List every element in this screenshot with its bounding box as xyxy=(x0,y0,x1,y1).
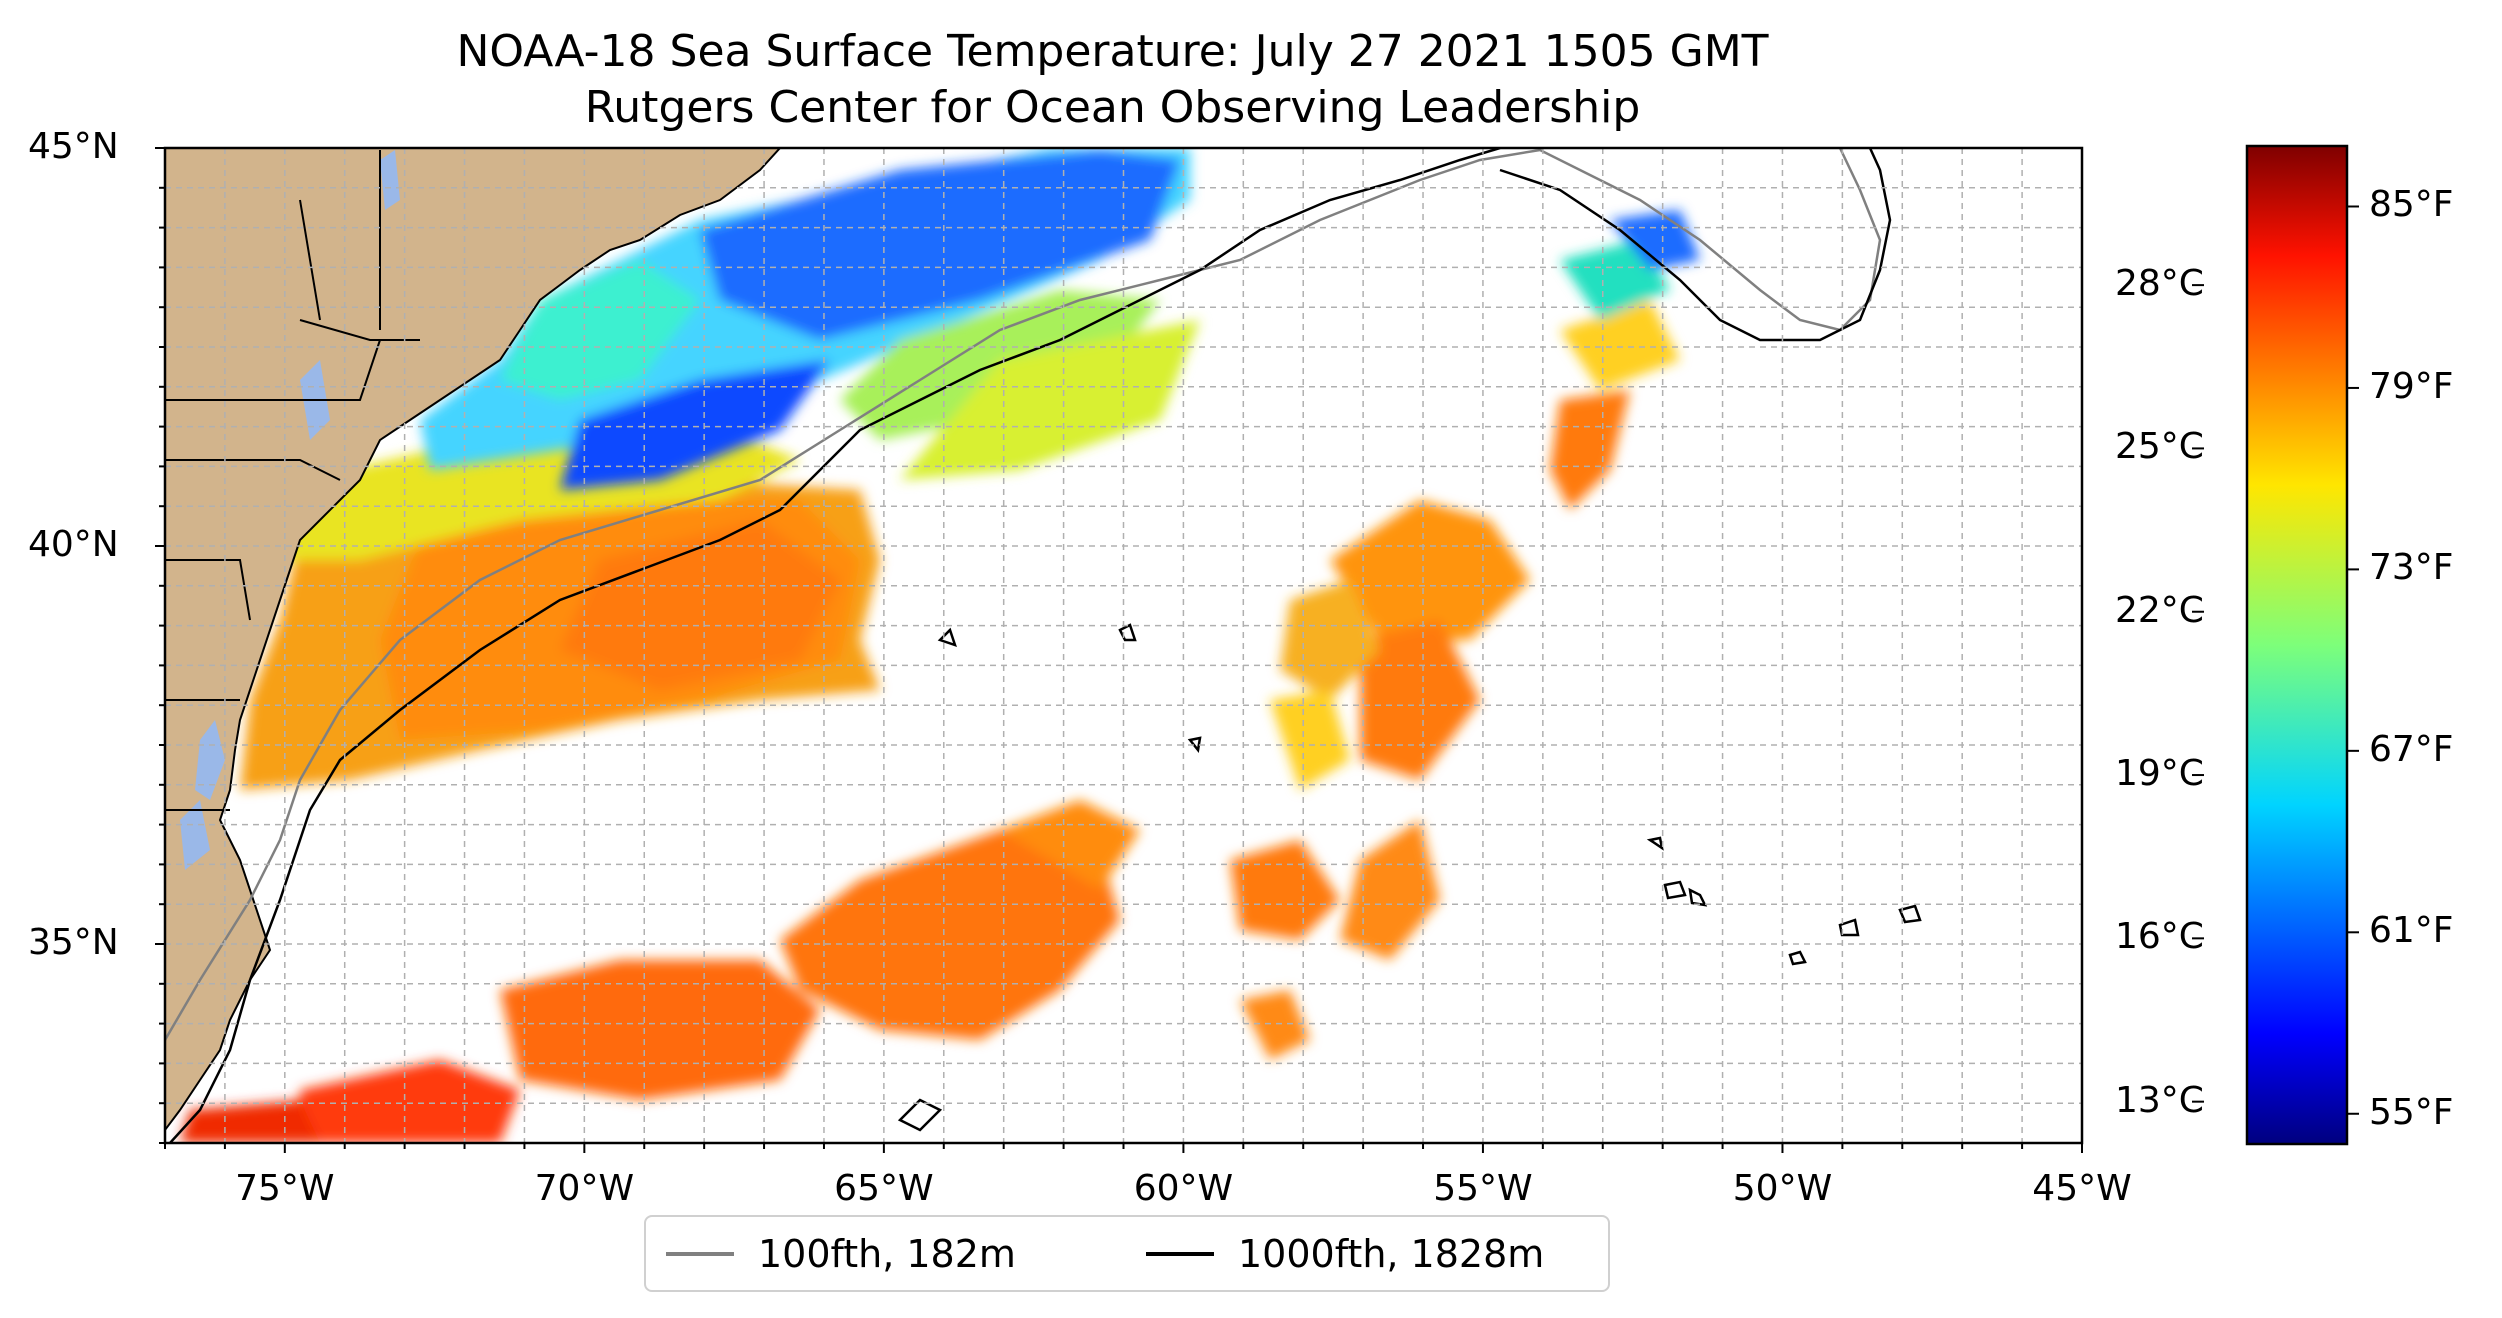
map-grid xyxy=(165,148,2082,1143)
legend-swatch-1000fth xyxy=(1146,1251,1214,1256)
x-tick-label: 55°W xyxy=(1433,1168,1533,1209)
contour-100fth xyxy=(165,148,1882,1041)
x-tick-label: 75°W xyxy=(235,1168,335,1209)
colorbar-label-f: 55°F xyxy=(2369,1091,2454,1133)
colorbar-ticks xyxy=(2192,205,2359,1115)
x-tick-label: 65°W xyxy=(834,1168,934,1209)
colorbar-label-f: 85°F xyxy=(2369,184,2454,226)
legend-label-100fth: 100fth, 182m xyxy=(758,1231,1016,1276)
sst-swath-patches xyxy=(1270,210,1700,960)
colorbar-label-f: 61°F xyxy=(2369,910,2454,952)
y-tick-label: 35°N xyxy=(28,922,119,963)
legend-swatch-100fth xyxy=(666,1251,734,1256)
colorbar-label-f: 79°F xyxy=(2369,365,2454,407)
map-plot-area xyxy=(165,148,2082,1143)
legend-label-1000fth: 1000fth, 1828m xyxy=(1238,1231,1545,1276)
legend-item-100fth: 100fth, 182m xyxy=(666,1217,1016,1290)
colorbar-label-c: 19°C xyxy=(2115,753,2204,795)
sst-cool-field xyxy=(420,148,1200,490)
x-tick-label: 50°W xyxy=(1732,1168,1833,1209)
chart-title: NOAA-18 Sea Surface Temperature: July 27… xyxy=(456,26,1769,77)
colorbar xyxy=(2245,144,2349,1146)
y-tick-label: 45°N xyxy=(28,126,119,167)
legend-item-1000fth: 1000fth, 1828m xyxy=(1146,1217,1544,1290)
colorbar-label-c: 13°C xyxy=(2115,1079,2204,1121)
x-tick-label: 70°W xyxy=(534,1168,635,1209)
colorbar-label-c: 25°C xyxy=(2115,426,2204,468)
chart-subtitle: Rutgers Center for Ocean Observing Leade… xyxy=(584,82,1641,133)
y-tick-label: 40°N xyxy=(28,524,119,565)
colorbar-label-f: 67°F xyxy=(2369,728,2454,770)
x-tick-label: 45°W xyxy=(2032,1168,2132,1209)
colorbar-label-c: 16°C xyxy=(2115,916,2204,958)
colorbar-label-c: 22°C xyxy=(2115,589,2204,631)
map-legend: 100fth, 182m 1000fth, 1828m xyxy=(644,1215,1610,1292)
colorbar-label-f: 73°F xyxy=(2369,547,2454,589)
x-tick-label: 60°W xyxy=(1133,1168,1234,1209)
sst-warm-field xyxy=(240,420,880,790)
axis-ticks xyxy=(155,147,2083,1153)
colorbar-label-c: 28°C xyxy=(2115,263,2204,305)
state-borders xyxy=(165,150,420,811)
